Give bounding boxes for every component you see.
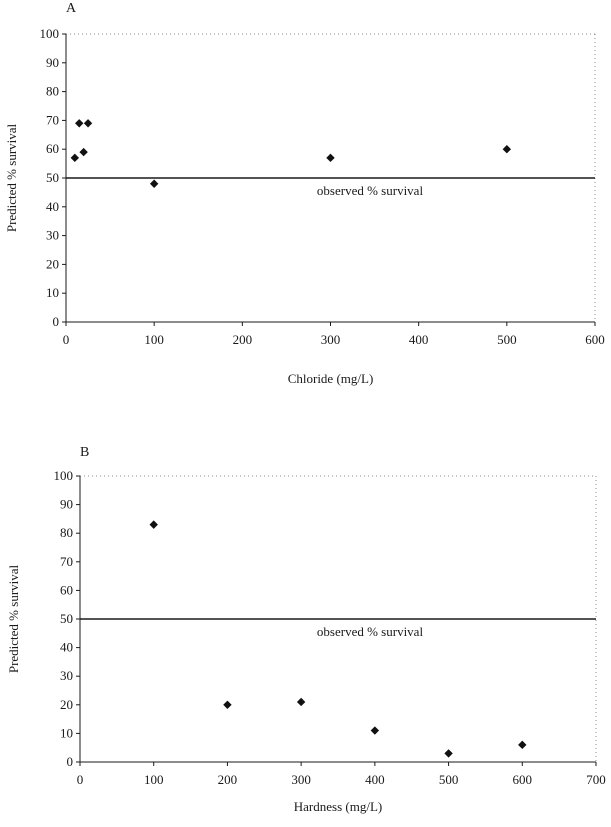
data-point	[370, 726, 380, 735]
x-tick-label: 200	[233, 332, 253, 347]
y-tick-label: 20	[60, 697, 73, 712]
y-tick-label: 80	[60, 525, 73, 540]
y-axis-title: Predicted % survival	[6, 564, 21, 673]
reference-line-label: observed % survival	[317, 183, 424, 198]
data-point	[518, 740, 527, 750]
chart-a-svg: 0 10 20 30 40 50 60 70 80 90 100 0 100 200 300 400 500 60…	[4, 1, 605, 386]
data-point	[444, 749, 453, 758]
data-point	[326, 153, 335, 163]
y-tick-label: 100	[40, 26, 60, 41]
x-tick-label: 700	[586, 772, 606, 787]
data-point	[70, 153, 80, 163]
x-tick-label: 300	[291, 772, 311, 787]
y-tick-label: 90	[46, 55, 59, 70]
x-tick-label: 400	[365, 772, 385, 787]
y-tick-label: 20	[46, 256, 59, 271]
data-point	[75, 119, 84, 128]
chart-panel-b: 0 10 20 30 40 50 60 70 80 90 100 0 100 200 300 400 500 60…	[0, 400, 611, 827]
y-tick-label: 10	[46, 285, 59, 300]
x-tick-label: 100	[144, 772, 164, 787]
data-point	[296, 697, 306, 707]
y-tick-label: 40	[60, 640, 73, 655]
x-tick-label: 100	[144, 332, 164, 347]
y-tick-label: 0	[67, 754, 74, 769]
x-axis-title: Hardness (mg/L)	[294, 799, 382, 814]
x-tick-label: 400	[409, 332, 429, 347]
y-tick-label: 0	[53, 314, 60, 329]
data-point	[79, 147, 88, 157]
data-point	[149, 179, 159, 188]
panel-label: B	[80, 445, 89, 460]
x-tick-label: 200	[218, 772, 238, 787]
data-point	[502, 145, 512, 154]
panel-label: A	[66, 1, 77, 16]
x-tick-label: 0	[77, 772, 84, 787]
y-tick-label: 10	[60, 725, 73, 740]
y-tick-label: 50	[46, 170, 59, 185]
y-tick-label: 70	[46, 112, 59, 127]
x-tick-label: 500	[497, 332, 517, 347]
y-tick-label: 30	[60, 668, 73, 683]
x-tick-label: 0	[63, 332, 70, 347]
y-tick-label: 70	[60, 554, 73, 569]
y-tick-label: 80	[46, 84, 59, 99]
y-tick-label: 50	[60, 611, 73, 626]
chart-b-svg: 0 10 20 30 40 50 60 70 80 90 100 0 100 200 300 400 500 60…	[6, 445, 606, 814]
chart-panel-a: 0 10 20 30 40 50 60 70 80 90 100 0 100 200 300 400 500 60…	[0, 0, 611, 400]
x-tick-label: 300	[321, 332, 341, 347]
y-tick-label: 60	[46, 141, 59, 156]
x-axis-title: Chloride (mg/L)	[288, 371, 374, 386]
y-tick-label: 30	[46, 228, 59, 243]
data-point	[149, 520, 158, 529]
y-tick-label: 60	[60, 582, 73, 597]
x-tick-label: 500	[439, 772, 459, 787]
y-tick-label: 40	[46, 199, 59, 214]
x-tick-label: 600	[513, 772, 533, 787]
reference-line-label: observed % survival	[317, 624, 424, 639]
y-tick-label: 100	[54, 468, 74, 483]
x-tick-label: 600	[585, 332, 605, 347]
data-point	[223, 700, 232, 709]
data-point	[83, 119, 93, 128]
y-tick-label: 90	[60, 497, 73, 512]
y-axis-title: Predicted % survival	[4, 123, 19, 232]
